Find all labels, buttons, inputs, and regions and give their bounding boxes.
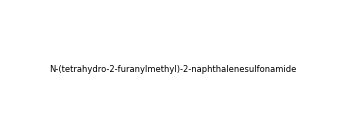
Text: N-(tetrahydro-2-furanylmethyl)-2-naphthalenesulfonamide: N-(tetrahydro-2-furanylmethyl)-2-naphtha… [49, 64, 297, 74]
